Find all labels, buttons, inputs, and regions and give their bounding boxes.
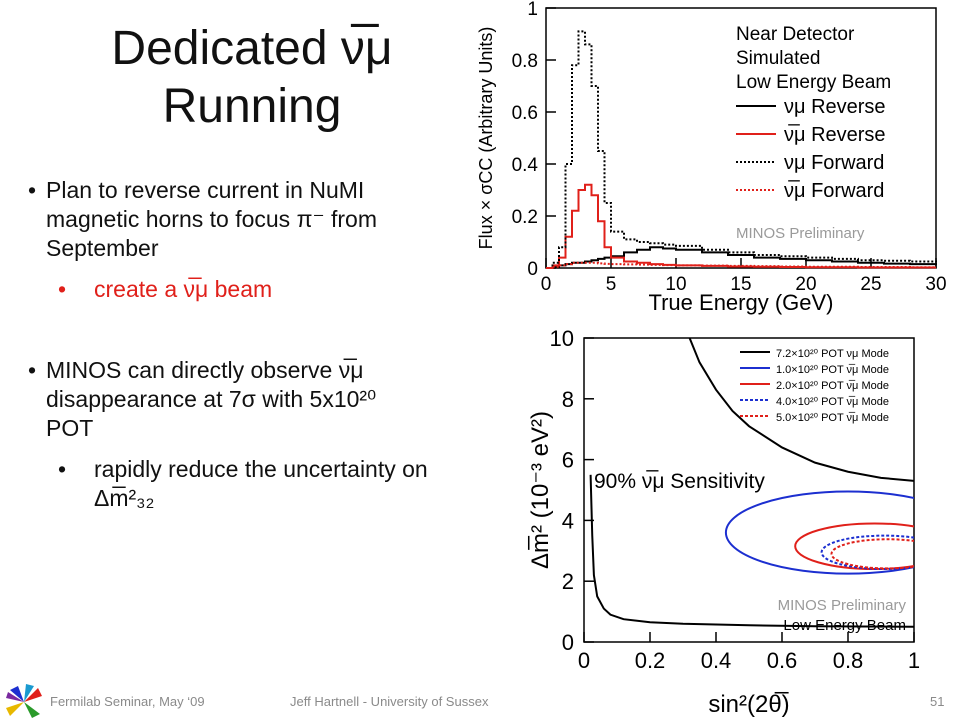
legend-label: ν̅μ Forward — [784, 179, 884, 202]
bullet-list: Plan to reverse current in NuMI magnetic… — [28, 176, 428, 525]
contour-line — [688, 338, 914, 482]
sensitivity-x-axis-label: sin²(2θ̅) — [708, 691, 789, 718]
x-tick-label: 1 — [908, 648, 920, 673]
x-tick-label: 0 — [578, 648, 590, 673]
sensitivity-annotation: Low Energy Beam — [783, 617, 906, 634]
title-line-2: Running — [162, 80, 342, 133]
legend-label: 7.2×10²⁰ POT νμ Mode — [776, 348, 889, 360]
footer-author: Jeff Hartnell - University of Sussex — [290, 694, 489, 709]
sensitivity-legend: 7.2×10²⁰ POT νμ Mode 1.0×10²⁰ POT ν̅μ Mod… — [740, 348, 889, 424]
flux-annotation: MINOS Preliminary — [736, 225, 865, 242]
legend-label: νμ Forward — [784, 152, 884, 174]
x-tick-label: 0 — [541, 274, 552, 295]
contour-line — [724, 490, 914, 575]
y-tick-label: 2 — [562, 569, 574, 594]
bullet-item: Plan to reverse current in NuMI magnetic… — [28, 176, 428, 263]
slide-footer: Fermilab Seminar, May ‘09 Jeff Hartnell … — [0, 680, 960, 720]
sensitivity-y-axis-label: Δm̅² (10⁻³ eV²) — [527, 411, 554, 569]
y-tick-label: 0 — [527, 259, 538, 280]
y-tick-label: 0 — [562, 630, 574, 655]
sensitivity-plot-frame — [583, 337, 915, 643]
contour-line — [589, 474, 914, 628]
legend-header-line: Simulated — [736, 48, 821, 69]
sensitivity-inner-title: 90% ν̅μ Sensitivity — [594, 470, 765, 493]
footer-event: Fermilab Seminar, May ‘09 — [50, 694, 205, 709]
x-tick-label: 30 — [925, 274, 946, 295]
flux-x-axis-label: True Energy (GeV) — [648, 290, 833, 315]
y-tick-label: 8 — [562, 387, 574, 412]
legend-label: 5.0×10²⁰ POT ν̅μ Mode — [776, 412, 889, 424]
y-tick-label: 6 — [562, 448, 574, 473]
flux-series-line — [546, 30, 937, 269]
footer-page-number: 51 — [930, 694, 945, 709]
y-tick-label: 0.8 — [512, 51, 538, 72]
x-tick-label: 25 — [860, 274, 881, 295]
legend-label: νμ Reverse — [784, 96, 886, 118]
slide-title: Dedicated ν̅μ Running — [42, 20, 462, 136]
x-tick-label: 0.2 — [635, 648, 666, 673]
x-tick-label: 5 — [606, 274, 617, 295]
sub-bullet-item: create a ν̅μ beam — [28, 275, 428, 304]
x-tick-label: 10 — [665, 274, 686, 295]
flux-chart: 0 0.2 0.4 0.6 0.8 1 0 5 10 15 20 25 30 True Energy … — [476, 0, 947, 315]
title-line-1: Dedicated ν̅μ — [111, 22, 393, 75]
flux-series-line — [546, 183, 936, 269]
legend-header-line: Low Energy Beam — [736, 72, 891, 93]
sensitivity-annotation: MINOS Preliminary — [778, 597, 907, 614]
bullet-item: MINOS can directly observe ν̅μ disappear… — [28, 356, 428, 443]
contour-line — [820, 534, 914, 571]
y-tick-label: 0.4 — [512, 155, 539, 176]
flux-series-line — [546, 261, 936, 269]
legend-label: 4.0×10²⁰ POT ν̅μ Mode — [776, 396, 889, 408]
sub-bullet-item: rapidly reduce the uncertainty on Δm̅²₃₂ — [28, 455, 428, 513]
x-tick-label: 0.4 — [701, 648, 732, 673]
y-tick-label: 1 — [527, 0, 538, 20]
legend-label: ν̅μ Reverse — [784, 123, 886, 146]
flux-y-axis-label: Flux × σCC (Arbitrary Units) — [476, 27, 496, 250]
x-tick-label: 15 — [730, 274, 751, 295]
legend-header-line: Near Detector — [736, 24, 855, 45]
legend-label: 1.0×10²⁰ POT ν̅μ Mode — [776, 364, 889, 376]
contour-line — [830, 538, 914, 570]
flux-legend: Near Detector Simulated Low Energy Beam … — [736, 24, 891, 242]
y-tick-label: 0.2 — [512, 207, 538, 228]
x-tick-label: 20 — [795, 274, 816, 295]
sensitivity-chart: 0 2 4 6 8 10 0 0.2 0.4 0.6 0.8 1 sin²(2θ̅) Δm̅² (1… — [527, 326, 920, 718]
y-tick-label: 4 — [562, 508, 574, 533]
pinwheel-logo-icon — [6, 684, 42, 718]
x-tick-label: 0.6 — [767, 648, 798, 673]
x-tick-label: 0.8 — [833, 648, 864, 673]
legend-label: 2.0×10²⁰ POT ν̅μ Mode — [776, 380, 889, 392]
y-tick-label: 10 — [550, 326, 574, 351]
y-tick-label: 0.6 — [512, 103, 538, 124]
flux-plot-frame — [545, 7, 937, 269]
